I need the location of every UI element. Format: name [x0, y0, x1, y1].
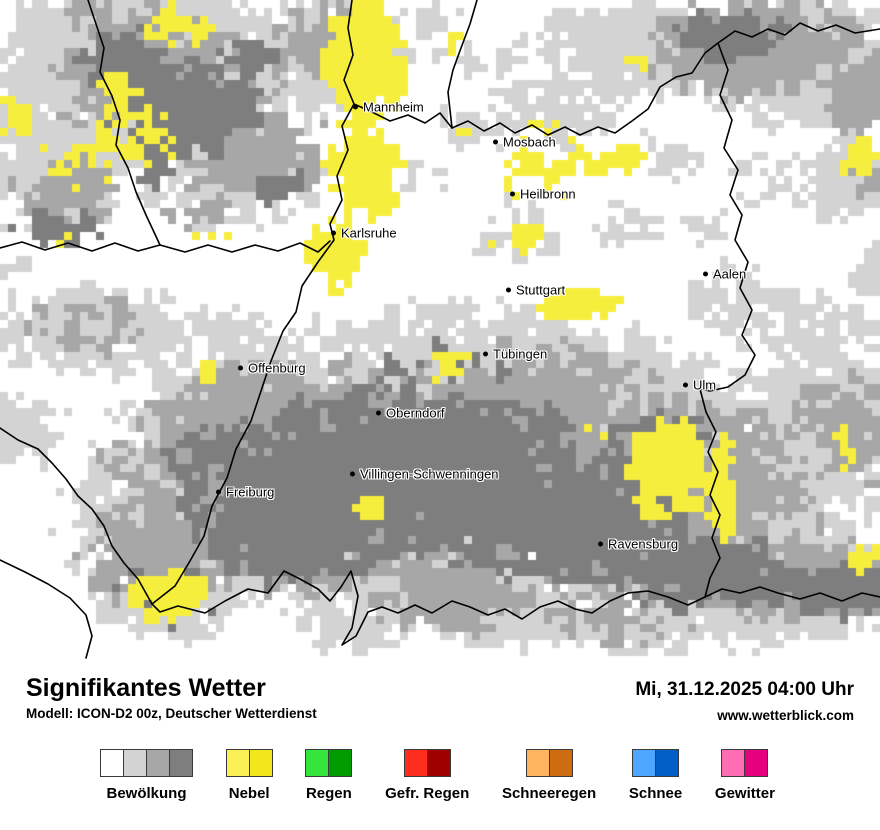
city-dot	[350, 471, 355, 477]
website-url: www.wetterblick.com	[717, 708, 854, 723]
legend-swatches-gewitter	[721, 749, 769, 777]
info-right: Mi, 31.12.2025 04:00 Uhr www.wetterblick…	[635, 674, 854, 723]
city-marker: Ravensburg	[598, 538, 678, 551]
forecast-datetime: Mi, 31.12.2025 04:00 Uhr	[635, 679, 854, 700]
border-top-left	[87, 0, 161, 246]
city-dot	[683, 382, 688, 388]
city-marker: Villingen-Schwenningen	[350, 468, 499, 481]
border-west-south	[151, 0, 880, 646]
legend-swatch	[744, 749, 769, 777]
city-marker: Tübingen	[483, 348, 547, 361]
legend-swatch	[548, 749, 573, 777]
legend-item-gefr-regen: Gefr. Regen	[385, 749, 469, 802]
city-dot	[598, 541, 603, 547]
info-left: Signifikantes Wetter Modell: ICON-D2 00z…	[26, 674, 317, 721]
model-info: Modell: ICON-D2 00z, Deutscher Wetterdie…	[26, 706, 317, 721]
border-left-horizontal	[0, 240, 331, 253]
legend-swatch	[169, 749, 193, 777]
city-marker: Oberndorf	[376, 407, 445, 420]
city-label: Karlsruhe	[341, 225, 397, 241]
legend-swatch	[146, 749, 170, 777]
city-marker: Mosbach	[493, 136, 556, 149]
legend-label-schnee: Schnee	[628, 785, 683, 802]
legend-swatch	[721, 749, 746, 777]
border-bottom-left-corner	[0, 559, 93, 659]
city-dot	[238, 365, 243, 371]
legend-label-regen: Regen	[305, 785, 352, 802]
city-label: Villingen-Schwenningen	[360, 466, 499, 482]
border-top-center	[447, 0, 478, 129]
legend: Bewölkung Nebel Regen Gefr. Regen Schnee…	[0, 723, 880, 802]
city-dot	[483, 351, 488, 357]
legend-swatches-regen	[305, 749, 353, 777]
legend-label-bewoelkung: Bewölkung	[106, 785, 187, 802]
city-marker: Karlsruhe	[331, 227, 397, 240]
border-east	[699, 42, 756, 598]
legend-swatch	[525, 749, 550, 777]
weather-map: Mannheim Mosbach Heilbronn Karlsruhe Aalen St…	[0, 0, 880, 660]
city-label: Aalen	[713, 266, 747, 282]
legend-swatches-schnee	[632, 749, 680, 777]
cloud-fog-layer	[0, 0, 880, 660]
city-marker: Offenburg	[238, 362, 306, 375]
legend-item-bewoelkung: Bewölkung	[100, 749, 193, 802]
border-lines	[0, 0, 880, 659]
legend-label-nebel: Nebel	[228, 785, 270, 802]
city-layer: Mannheim Mosbach Heilbronn Karlsruhe Aalen St…	[216, 101, 746, 551]
legend-swatch	[403, 749, 428, 777]
city-marker: Stuttgart	[506, 284, 565, 297]
legend-swatch	[426, 749, 451, 777]
city-label: Freiburg	[226, 484, 275, 500]
legend-swatch	[305, 749, 330, 777]
city-dot	[510, 191, 515, 197]
city-marker: Ulm	[683, 379, 716, 392]
city-label: Tübingen	[493, 346, 548, 362]
legend-item-schneeregen: Schneeregen	[502, 749, 596, 802]
city-marker: Aalen	[703, 268, 746, 281]
city-dot	[331, 230, 336, 236]
city-dot	[376, 410, 381, 416]
city-dot	[353, 104, 358, 110]
legend-swatches-schneeregen	[525, 749, 573, 777]
city-dot	[506, 287, 511, 293]
legend-item-regen: Regen	[305, 749, 353, 802]
border-north	[353, 22, 880, 136]
legend-swatch	[632, 749, 657, 777]
city-label: Oberndorf	[386, 405, 445, 421]
legend-label-schneeregen: Schneeregen	[501, 785, 597, 802]
city-label: Stuttgart	[516, 282, 566, 298]
city-label: Mosbach	[503, 134, 556, 150]
city-label: Ulm	[693, 377, 717, 393]
city-dot	[216, 489, 221, 495]
city-label: Heilbronn	[520, 186, 576, 202]
city-marker: Mannheim	[353, 101, 424, 114]
city-marker: Heilbronn	[510, 188, 576, 201]
info-bar: Signifikantes Wetter Modell: ICON-D2 00z…	[0, 660, 880, 723]
city-label: Offenburg	[248, 360, 306, 376]
legend-swatch	[655, 749, 680, 777]
city-label: Ravensburg	[608, 536, 679, 552]
legend-swatches-gefr-regen	[403, 749, 451, 777]
legend-swatch	[248, 749, 273, 777]
city-label: Mannheim	[363, 99, 424, 115]
legend-swatch	[225, 749, 250, 777]
legend-item-nebel: Nebel	[225, 749, 273, 802]
city-dot	[493, 139, 498, 145]
legend-swatches-nebel	[225, 749, 273, 777]
legend-label-gewitter: Gewitter	[714, 785, 775, 802]
legend-item-gewitter: Gewitter	[715, 749, 775, 802]
city-marker: Freiburg	[216, 486, 274, 499]
legend-label-gefr-regen: Gefr. Regen	[385, 785, 470, 802]
city-dot	[703, 271, 708, 277]
border-bottom-left	[0, 427, 153, 605]
legend-item-schnee: Schnee	[629, 749, 682, 802]
legend-swatches-bewoelkung	[100, 749, 193, 777]
legend-swatch	[100, 749, 124, 777]
page-title: Signifikantes Wetter	[26, 674, 266, 702]
legend-swatch	[123, 749, 147, 777]
legend-swatch	[328, 749, 353, 777]
